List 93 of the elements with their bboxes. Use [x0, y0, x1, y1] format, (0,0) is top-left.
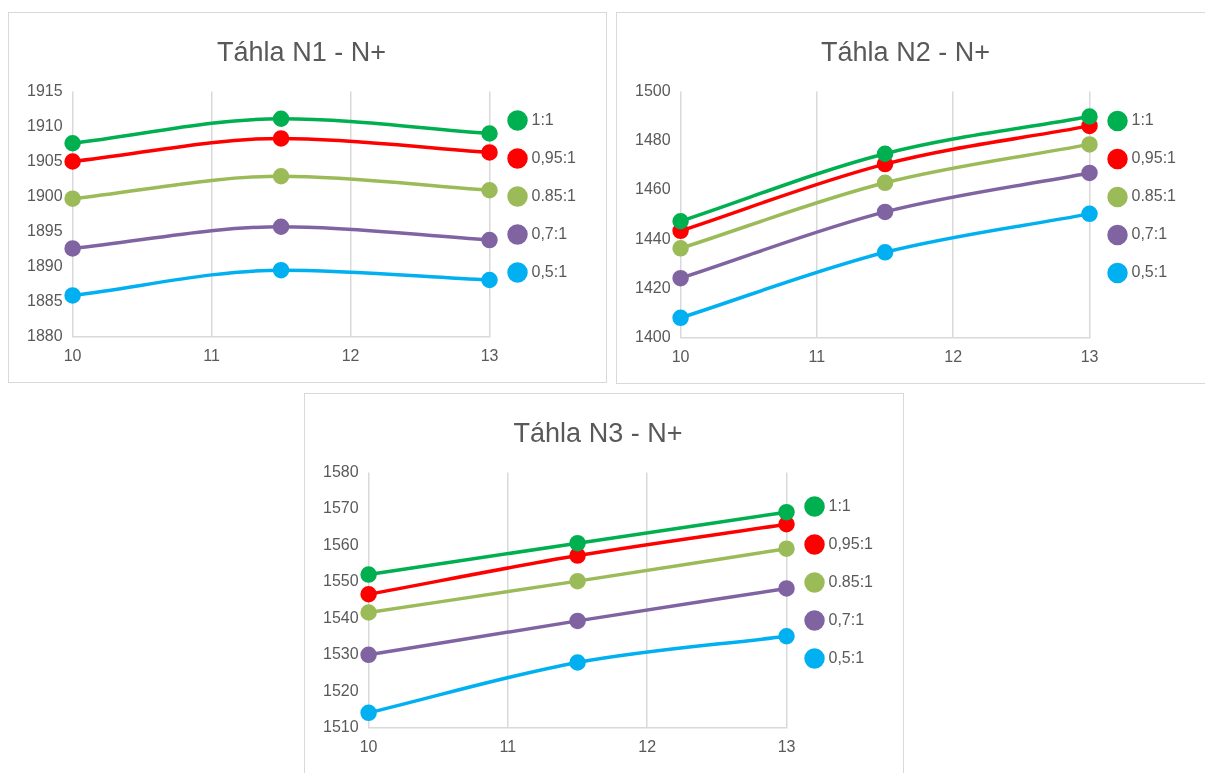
point [481, 271, 498, 289]
y-tick-label: 1580 [323, 462, 359, 480]
y-tick-label: 1560 [323, 535, 359, 553]
x-tick-label: 10 [671, 347, 690, 365]
y-tick-label: 1420 [635, 278, 671, 296]
point [778, 627, 795, 645]
y-tick-label: 1460 [635, 180, 671, 198]
point [272, 218, 290, 235]
point [360, 646, 377, 664]
point [481, 125, 498, 142]
legend-label: 0,7:1 [1131, 225, 1168, 243]
point [272, 130, 290, 147]
x-tick-label: 10 [359, 737, 378, 755]
y-tick-label: 1880 [27, 327, 63, 345]
y-tick-label: 1895 [27, 222, 63, 240]
point [876, 203, 894, 221]
legend-label: 0.85:1 [531, 186, 577, 204]
x-tick-label: 10 [63, 346, 82, 364]
x-tick-label: 11 [203, 346, 220, 364]
chart-title: Táhla N1 - N+ [217, 36, 386, 67]
point [778, 540, 795, 557]
x-tick-label: 12 [341, 346, 360, 364]
legend-label: 0,5:1 [531, 262, 568, 280]
point [569, 572, 586, 590]
point [64, 135, 81, 152]
legend-label: 0,95:1 [1131, 149, 1177, 167]
y-tick-label: 1900 [27, 186, 63, 204]
y-tick-label: 1540 [323, 608, 359, 626]
point [1081, 164, 1098, 182]
point [672, 240, 689, 257]
point [64, 153, 81, 170]
point [360, 604, 377, 621]
point [876, 174, 894, 192]
y-tick-label: 1530 [323, 645, 359, 663]
point [272, 167, 290, 185]
y-tick-label: 1905 [27, 151, 63, 169]
y-tick-label: 1480 [635, 131, 671, 149]
legend-label: 1:1 [1131, 111, 1154, 129]
point [272, 110, 290, 127]
point [1081, 205, 1098, 223]
y-tick-label: 1915 [27, 81, 63, 99]
x-tick-label: 13 [1080, 347, 1099, 365]
point [360, 586, 377, 603]
point [672, 309, 689, 327]
y-tick-label: 1570 [323, 499, 359, 517]
point [778, 503, 795, 521]
chart-title: Táhla N2 - N+ [821, 36, 990, 67]
point [481, 231, 498, 249]
x-tick-label: 11 [499, 737, 517, 755]
y-tick-label: 1440 [635, 229, 671, 247]
point [672, 213, 689, 230]
legend-label: 0,7:1 [828, 610, 865, 628]
point [64, 190, 81, 207]
point [569, 654, 586, 671]
chart-title: Táhla N3 - N+ [513, 417, 683, 448]
point [481, 144, 498, 161]
legend-label: 0,95:1 [828, 534, 874, 552]
legend-label: 0.85:1 [828, 572, 874, 590]
y-tick-label: 1500 [635, 81, 671, 99]
point [672, 269, 689, 287]
y-tick-label: 1520 [323, 681, 359, 699]
point [1081, 136, 1098, 153]
x-tick-label: 13 [480, 346, 499, 364]
legend-label: 0,5:1 [828, 648, 865, 666]
x-tick-label: 12 [638, 737, 657, 755]
legend-label: 0,5:1 [1131, 263, 1168, 281]
point [1081, 108, 1098, 125]
legend-label: 1:1 [531, 110, 554, 128]
y-tick-label: 1890 [27, 257, 63, 275]
legend-label: 0,95:1 [531, 148, 577, 166]
y-tick-label: 1885 [27, 292, 63, 310]
point [360, 566, 377, 583]
y-tick-label: 1910 [27, 116, 63, 134]
legend-label: 0.85:1 [1131, 187, 1177, 205]
point [876, 145, 894, 162]
point [778, 580, 795, 597]
legend-label: 1:1 [828, 496, 851, 514]
point [64, 240, 81, 257]
point [481, 182, 498, 199]
y-tick-label: 1400 [635, 328, 671, 346]
point [569, 534, 586, 552]
x-tick-label: 12 [944, 347, 963, 365]
x-tick-label: 13 [777, 737, 796, 755]
y-tick-label: 1510 [323, 718, 359, 736]
point [272, 261, 290, 279]
point [360, 704, 377, 722]
point [569, 612, 586, 630]
point [569, 547, 586, 564]
point [64, 287, 81, 304]
y-tick-label: 1550 [323, 572, 359, 590]
point [876, 244, 894, 261]
legend-label: 0,7:1 [531, 224, 568, 242]
x-tick-label: 11 [808, 347, 826, 365]
